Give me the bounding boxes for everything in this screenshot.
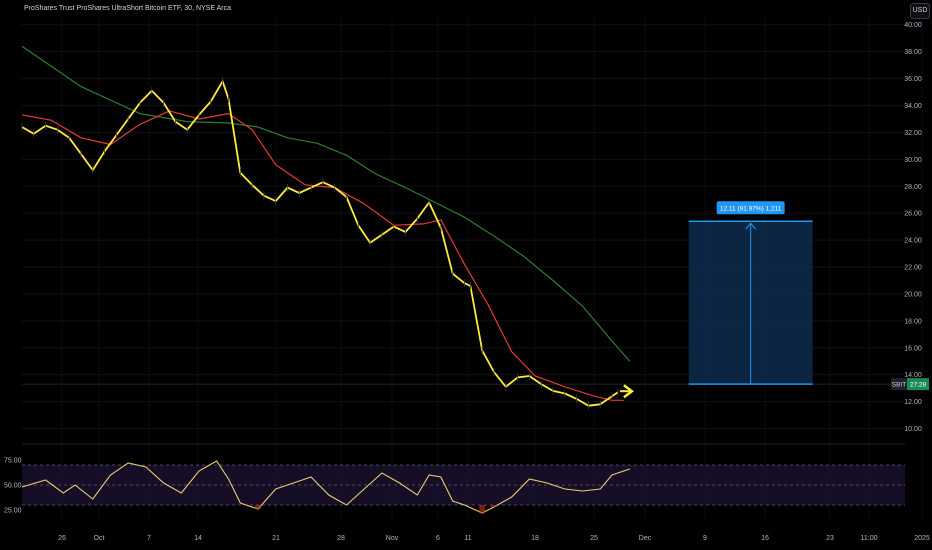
series-ma_long [21,45,631,362]
x-tick-label: 25 [590,535,598,542]
rsi-oversold-fill [255,505,261,509]
time-tag: 27:28 [910,382,927,389]
x-tick-label: Dec [639,535,652,542]
projection-box[interactable]: 12.11 (91.97%) 1,211 [688,201,813,385]
x-axis: 26 Oct 7 14 21 28 Nov 6 11 18 25 Dec 9 16 23 11:00 2025 [58,535,930,542]
y-tick-label: 18.00 [904,318,922,325]
rsi-panel: 75.00 50.00 25.00 [4,458,905,515]
y-tick-label: 30.00 [904,157,922,164]
y-tick-label: 34.00 [904,103,922,110]
y-tick-label: 28.00 [904,184,922,191]
rsi-tick-label: 25.00 [4,508,22,515]
time-tag-bg [907,378,929,391]
x-tick-label: 7 [147,535,151,542]
x-tick-label: 18 [531,535,539,542]
projection-arrow-head [745,222,757,230]
y-tick-label: 16.00 [904,345,922,352]
x-tick-label: 11:00 [861,535,878,542]
y-tick-label: 22.00 [904,265,922,272]
x-tick-label: 16 [761,535,769,542]
x-tick-label: 9 [703,535,707,542]
x-tick-label: Oct [94,535,105,542]
y-axis: 40.00 38.00 36.00 34.00 32.00 30.00 28.00 26.00… [904,22,922,433]
x-tick-label: 28 [337,535,345,542]
series-price [21,80,619,407]
x-tick-label: Nov [386,535,399,542]
symbol-tag-bg [891,378,907,391]
rsi-oversold-fill [491,505,497,507]
x-tick-label: 23 [826,535,834,542]
y-tick-label: 24.00 [904,238,922,245]
chart-title: ProShares Trust ProShares UltraShort Bit… [24,5,231,12]
x-tick-label: 6 [436,535,440,542]
symbol-tag: SBIT [892,382,906,389]
rsi-tick-label: 75.00 [4,458,22,465]
y-tick-label: 12.00 [904,399,922,406]
y-tick-label: 20.00 [904,291,922,298]
x-tick-label: 14 [194,535,202,542]
currency-button[interactable]: USD [910,3,930,19]
price-tag: SBIT 27:28 [891,378,929,391]
projection-label-bg [716,201,785,215]
series-layer [21,45,634,410]
x-tick-label: 26 [58,535,66,542]
rsi-oversold-fill [479,505,486,513]
rsi-band-fill [22,465,905,505]
x-tick-label: 11 [464,535,471,542]
x-tick-label: 21 [272,535,280,542]
y-tick-label: 40.00 [904,22,922,29]
y-tick-label: 36.00 [904,76,922,83]
x-tick-label: 2025 [914,535,930,542]
y-tick-label: 32.00 [904,130,922,137]
series-ma_short [21,110,624,401]
y-tick-label: 26.00 [904,211,922,218]
projection-label: 12.11 (91.97%) 1,211 [720,205,782,212]
y-tick-label: 10.00 [904,426,922,433]
rsi-tick-label: 50.00 [4,483,22,490]
rsi-line [21,460,630,514]
y-tick-label: 38.00 [904,49,922,56]
y-tick-label: 14.00 [904,372,922,379]
